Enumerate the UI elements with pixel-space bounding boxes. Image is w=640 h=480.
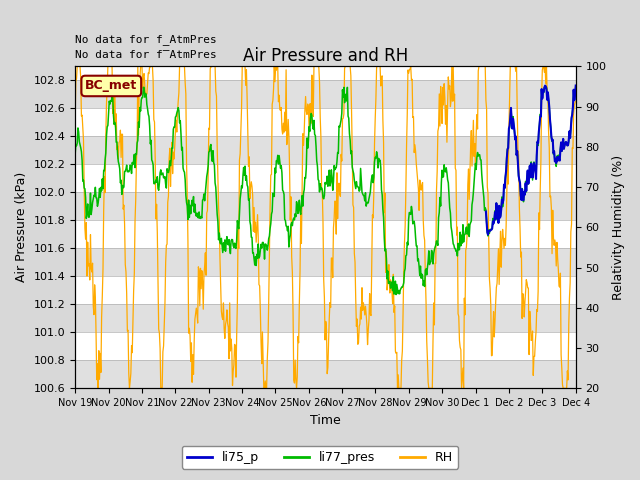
Bar [75, 248, 576, 276]
Title: Air Pressure and RH: Air Pressure and RH [243, 47, 408, 65]
Bar [75, 80, 576, 108]
Text: BC_met: BC_met [85, 80, 138, 93]
Bar [75, 360, 576, 388]
Bar [75, 136, 576, 164]
Bar [75, 192, 576, 220]
Text: No data for f_AtmPres: No data for f_AtmPres [75, 34, 217, 45]
Bar [75, 304, 576, 332]
Legend: li75_p, li77_pres, RH: li75_p, li77_pres, RH [182, 446, 458, 469]
Y-axis label: Relativity Humidity (%): Relativity Humidity (%) [612, 155, 625, 300]
X-axis label: Time: Time [310, 414, 341, 427]
Text: No data for f̅AtmPres: No data for f̅AtmPres [75, 50, 217, 60]
Y-axis label: Air Pressure (kPa): Air Pressure (kPa) [15, 172, 28, 282]
